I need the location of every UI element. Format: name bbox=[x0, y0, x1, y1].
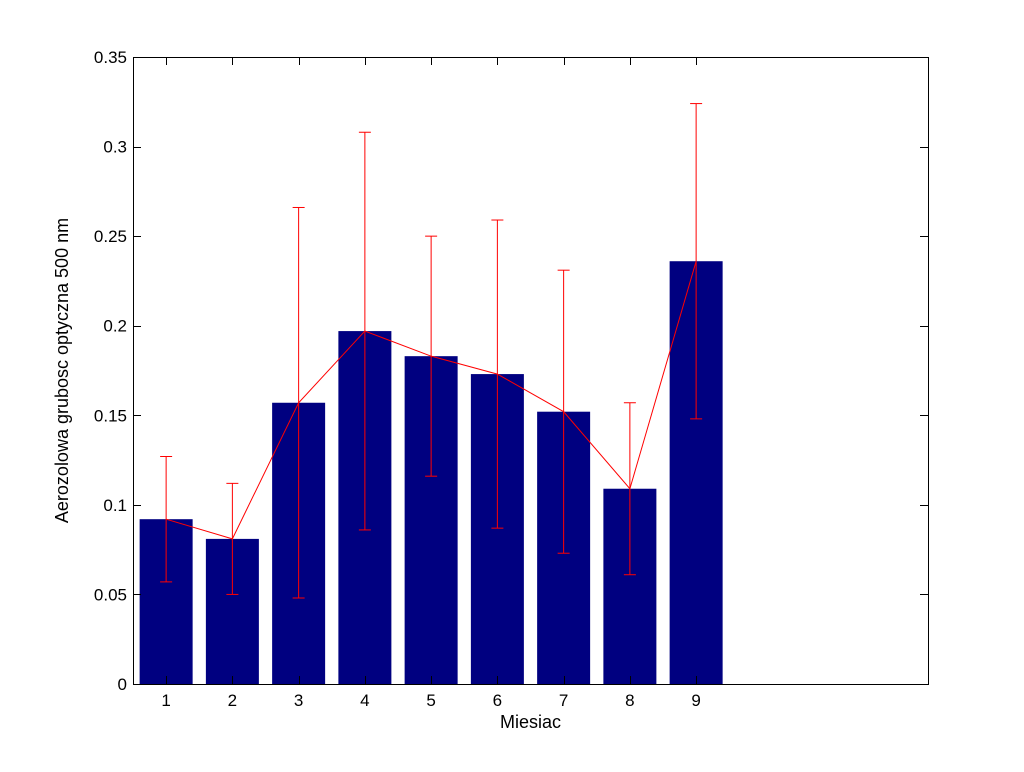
error-bar-5 bbox=[425, 235, 438, 477]
error-bar-3 bbox=[292, 206, 305, 599]
ticks-layer: 0 0.05 0.1 0.15 0.2 0.25 0.3 0.35 1 2 3 4 5 6 7 8 9 bbox=[94, 48, 928, 710]
y-tick-label: 0.05 bbox=[94, 585, 127, 604]
x-tick-label: 7 bbox=[559, 691, 568, 710]
error-bar-8 bbox=[623, 402, 636, 576]
error-bar-1 bbox=[160, 455, 173, 583]
error-bars-layer bbox=[160, 103, 703, 599]
x-axis-title: Miesiac bbox=[500, 712, 561, 732]
axes-layer bbox=[133, 57, 929, 685]
error-bar-2 bbox=[226, 482, 239, 595]
x-tick-label: 1 bbox=[161, 691, 170, 710]
x-tick-label: 5 bbox=[426, 691, 435, 710]
y-tick-label: 0.2 bbox=[103, 317, 127, 336]
error-bar-9 bbox=[690, 103, 703, 420]
y-tick-label: 0.15 bbox=[94, 406, 127, 425]
x-tick-label: 6 bbox=[493, 691, 502, 710]
y-tick-label: 0.25 bbox=[94, 227, 127, 246]
x-tick-label: 3 bbox=[294, 691, 303, 710]
error-bar-6 bbox=[491, 219, 504, 529]
y-tick-label: 0.1 bbox=[103, 496, 127, 515]
x-tick-label: 9 bbox=[691, 691, 700, 710]
y-tick-label: 0 bbox=[118, 675, 127, 694]
y-tick-label: 0.35 bbox=[94, 48, 127, 67]
x-tick-label: 2 bbox=[228, 691, 237, 710]
error-bar-7 bbox=[557, 269, 570, 554]
x-tick-label: 4 bbox=[360, 691, 369, 710]
y-axis-title: Aerozolowa grubosc optyczna 500 nm bbox=[52, 218, 72, 523]
error-bar-4 bbox=[358, 131, 371, 531]
plot-frame bbox=[133, 57, 929, 685]
x-tick-label: 8 bbox=[625, 691, 634, 710]
y-tick-label: 0.3 bbox=[103, 138, 127, 157]
